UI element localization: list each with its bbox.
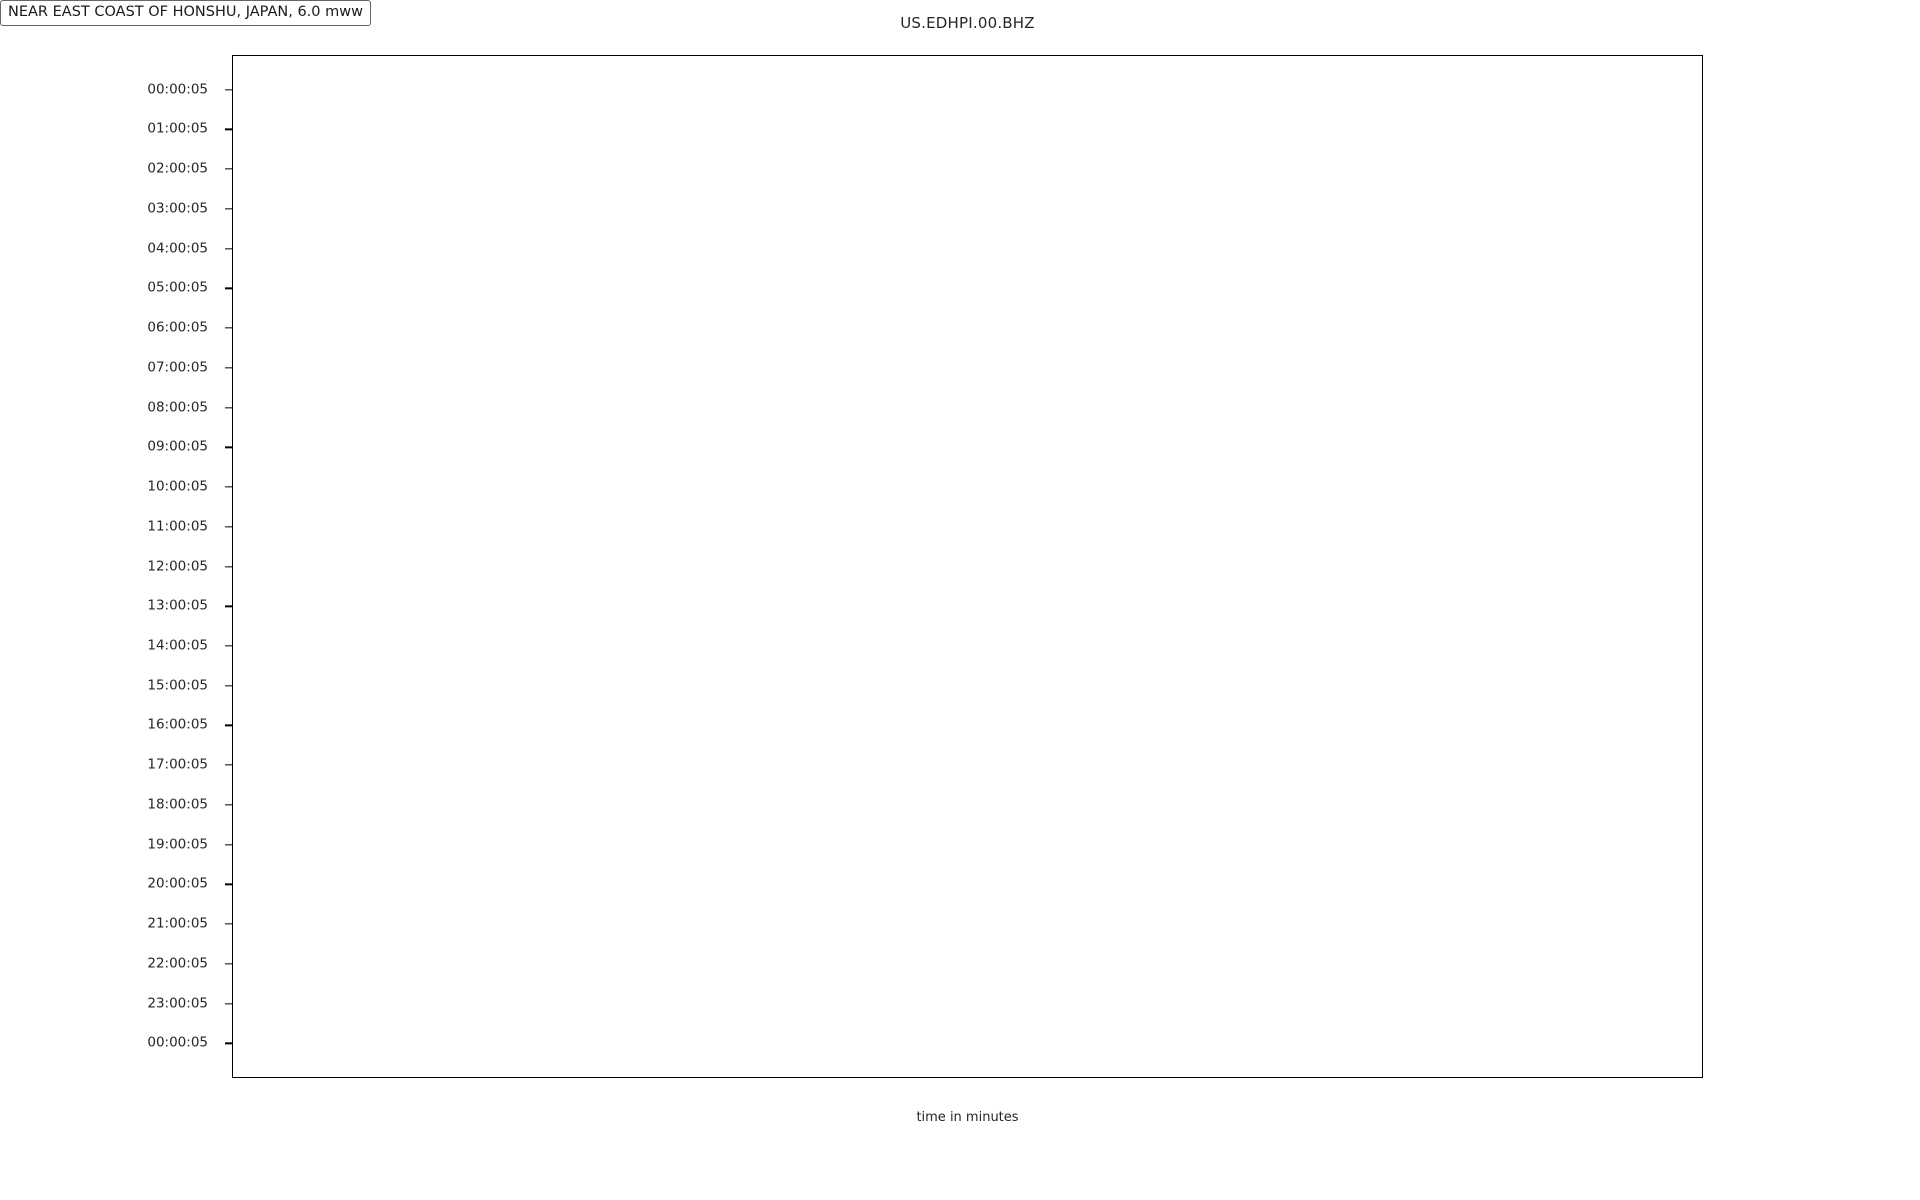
y-tick-label: 23:00:05 <box>147 994 208 1011</box>
y-tick-label: 02:00:05 <box>147 160 208 177</box>
y-tick-label: 18:00:05 <box>147 796 208 813</box>
y-tick-mark <box>225 247 233 250</box>
y-tick-label: 21:00:05 <box>147 915 208 932</box>
y-tick-label: 20:00:05 <box>147 875 208 892</box>
y-tick-label: 10:00:05 <box>147 478 208 495</box>
y-tick-label: 13:00:05 <box>147 597 208 614</box>
y-tick-label: 22:00:05 <box>147 955 208 972</box>
y-tick-mark <box>225 526 233 528</box>
y-tick-label: 01:00:05 <box>147 120 208 137</box>
y-tick-label: 00:00:05 <box>147 1034 208 1051</box>
plot-axes <box>232 55 1703 1078</box>
y-tick-label: 07:00:05 <box>147 359 208 376</box>
y-tick-mark <box>225 446 233 448</box>
y-tick-mark <box>225 367 233 369</box>
y-tick-label: 03:00:05 <box>147 200 208 217</box>
y-tick-mark <box>225 804 233 806</box>
y-tick-label: 17:00:05 <box>147 756 208 773</box>
y-tick-label: 06:00:05 <box>147 319 208 336</box>
y-tick-mark <box>225 208 233 210</box>
y-tick-mark <box>225 724 233 727</box>
y-tick-label: 00:00:05 <box>147 80 208 97</box>
page-title: US.EDHPI.00.BHZ <box>900 14 1035 32</box>
y-tick-label: 19:00:05 <box>147 835 208 852</box>
waveform-canvas <box>233 56 1702 1077</box>
y-tick-mark <box>225 327 233 329</box>
y-tick-mark <box>225 168 233 170</box>
y-tick-mark <box>225 1042 233 1044</box>
y-tick-mark <box>225 89 233 91</box>
y-tick-mark <box>225 883 233 886</box>
y-tick-mark <box>225 287 233 290</box>
y-tick-mark <box>225 685 233 687</box>
y-tick-mark <box>225 486 233 488</box>
event-annotation-label: NEAR EAST COAST OF HONSHU, JAPAN, 6.0 mw… <box>0 0 371 27</box>
x-axis-label: time in minutes <box>916 1110 1019 1125</box>
y-tick-mark <box>225 764 233 766</box>
y-tick-mark <box>225 645 233 647</box>
y-tick-label: 04:00:05 <box>147 239 208 256</box>
y-tick-mark <box>225 1002 233 1005</box>
y-tick-mark <box>225 923 233 925</box>
y-tick-label: 14:00:05 <box>147 637 208 654</box>
y-tick-mark <box>225 963 233 965</box>
y-tick-label: 11:00:05 <box>147 518 208 535</box>
y-tick-mark <box>225 406 233 409</box>
y-tick-label: 16:00:05 <box>147 716 208 733</box>
y-tick-mark <box>225 565 233 568</box>
y-tick-mark <box>225 128 233 131</box>
y-tick-mark <box>225 605 233 607</box>
y-tick-label: 12:00:05 <box>147 557 208 574</box>
y-tick-mark <box>225 843 233 846</box>
y-tick-label: 08:00:05 <box>147 398 208 415</box>
y-tick-label: 05:00:05 <box>147 279 208 296</box>
y-tick-label: 09:00:05 <box>147 438 208 455</box>
y-tick-label: 15:00:05 <box>147 676 208 693</box>
